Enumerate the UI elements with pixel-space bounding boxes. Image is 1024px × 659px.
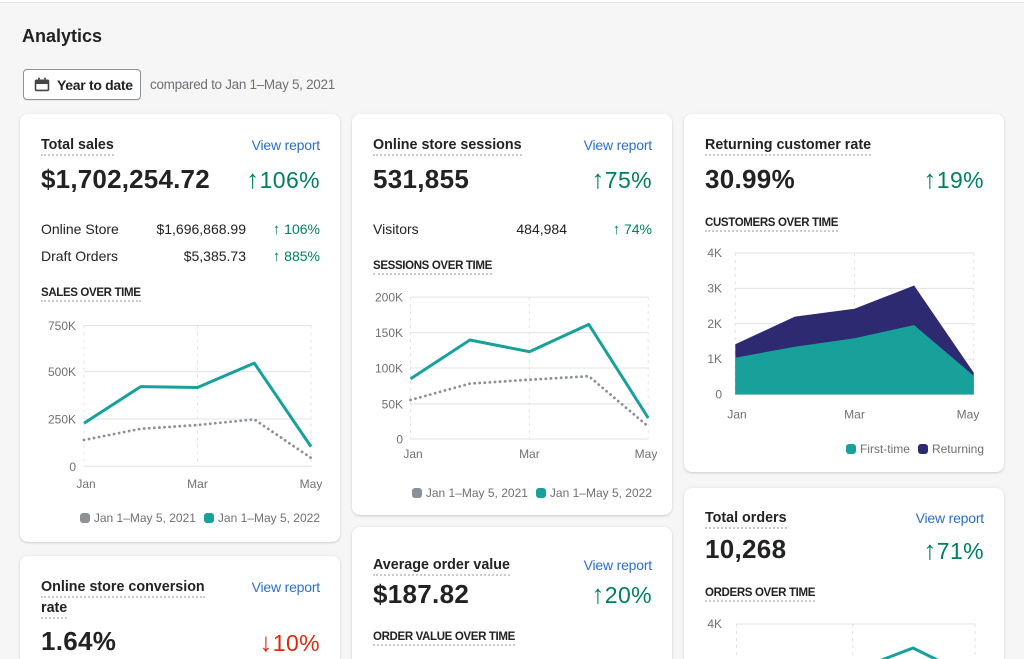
svg-text:Jan: Jan bbox=[76, 477, 95, 491]
svg-text:200K: 200K bbox=[375, 291, 403, 305]
svg-text:Mar: Mar bbox=[187, 477, 208, 491]
svg-text:Mar: Mar bbox=[519, 447, 540, 461]
svg-text:500K: 500K bbox=[48, 365, 76, 379]
svg-text:0: 0 bbox=[715, 388, 722, 402]
svg-text:0: 0 bbox=[69, 460, 76, 474]
svg-text:Jan: Jan bbox=[727, 408, 746, 422]
svg-text:4K: 4K bbox=[707, 617, 722, 631]
svg-text:Mar: Mar bbox=[844, 408, 865, 422]
svg-text:150K: 150K bbox=[375, 326, 403, 340]
svg-text:May: May bbox=[300, 477, 323, 491]
svg-text:2K: 2K bbox=[707, 317, 722, 331]
svg-text:1K: 1K bbox=[707, 352, 722, 366]
svg-text:May: May bbox=[957, 408, 980, 422]
svg-text:May: May bbox=[635, 447, 658, 461]
svg-text:250K: 250K bbox=[48, 413, 76, 427]
svg-text:750K: 750K bbox=[48, 319, 76, 333]
svg-text:4K: 4K bbox=[707, 246, 722, 260]
svg-text:3K: 3K bbox=[707, 281, 722, 295]
svg-text:Jan: Jan bbox=[403, 447, 422, 461]
svg-text:0: 0 bbox=[396, 433, 403, 447]
svg-text:50K: 50K bbox=[382, 397, 403, 411]
svg-text:100K: 100K bbox=[375, 362, 403, 376]
